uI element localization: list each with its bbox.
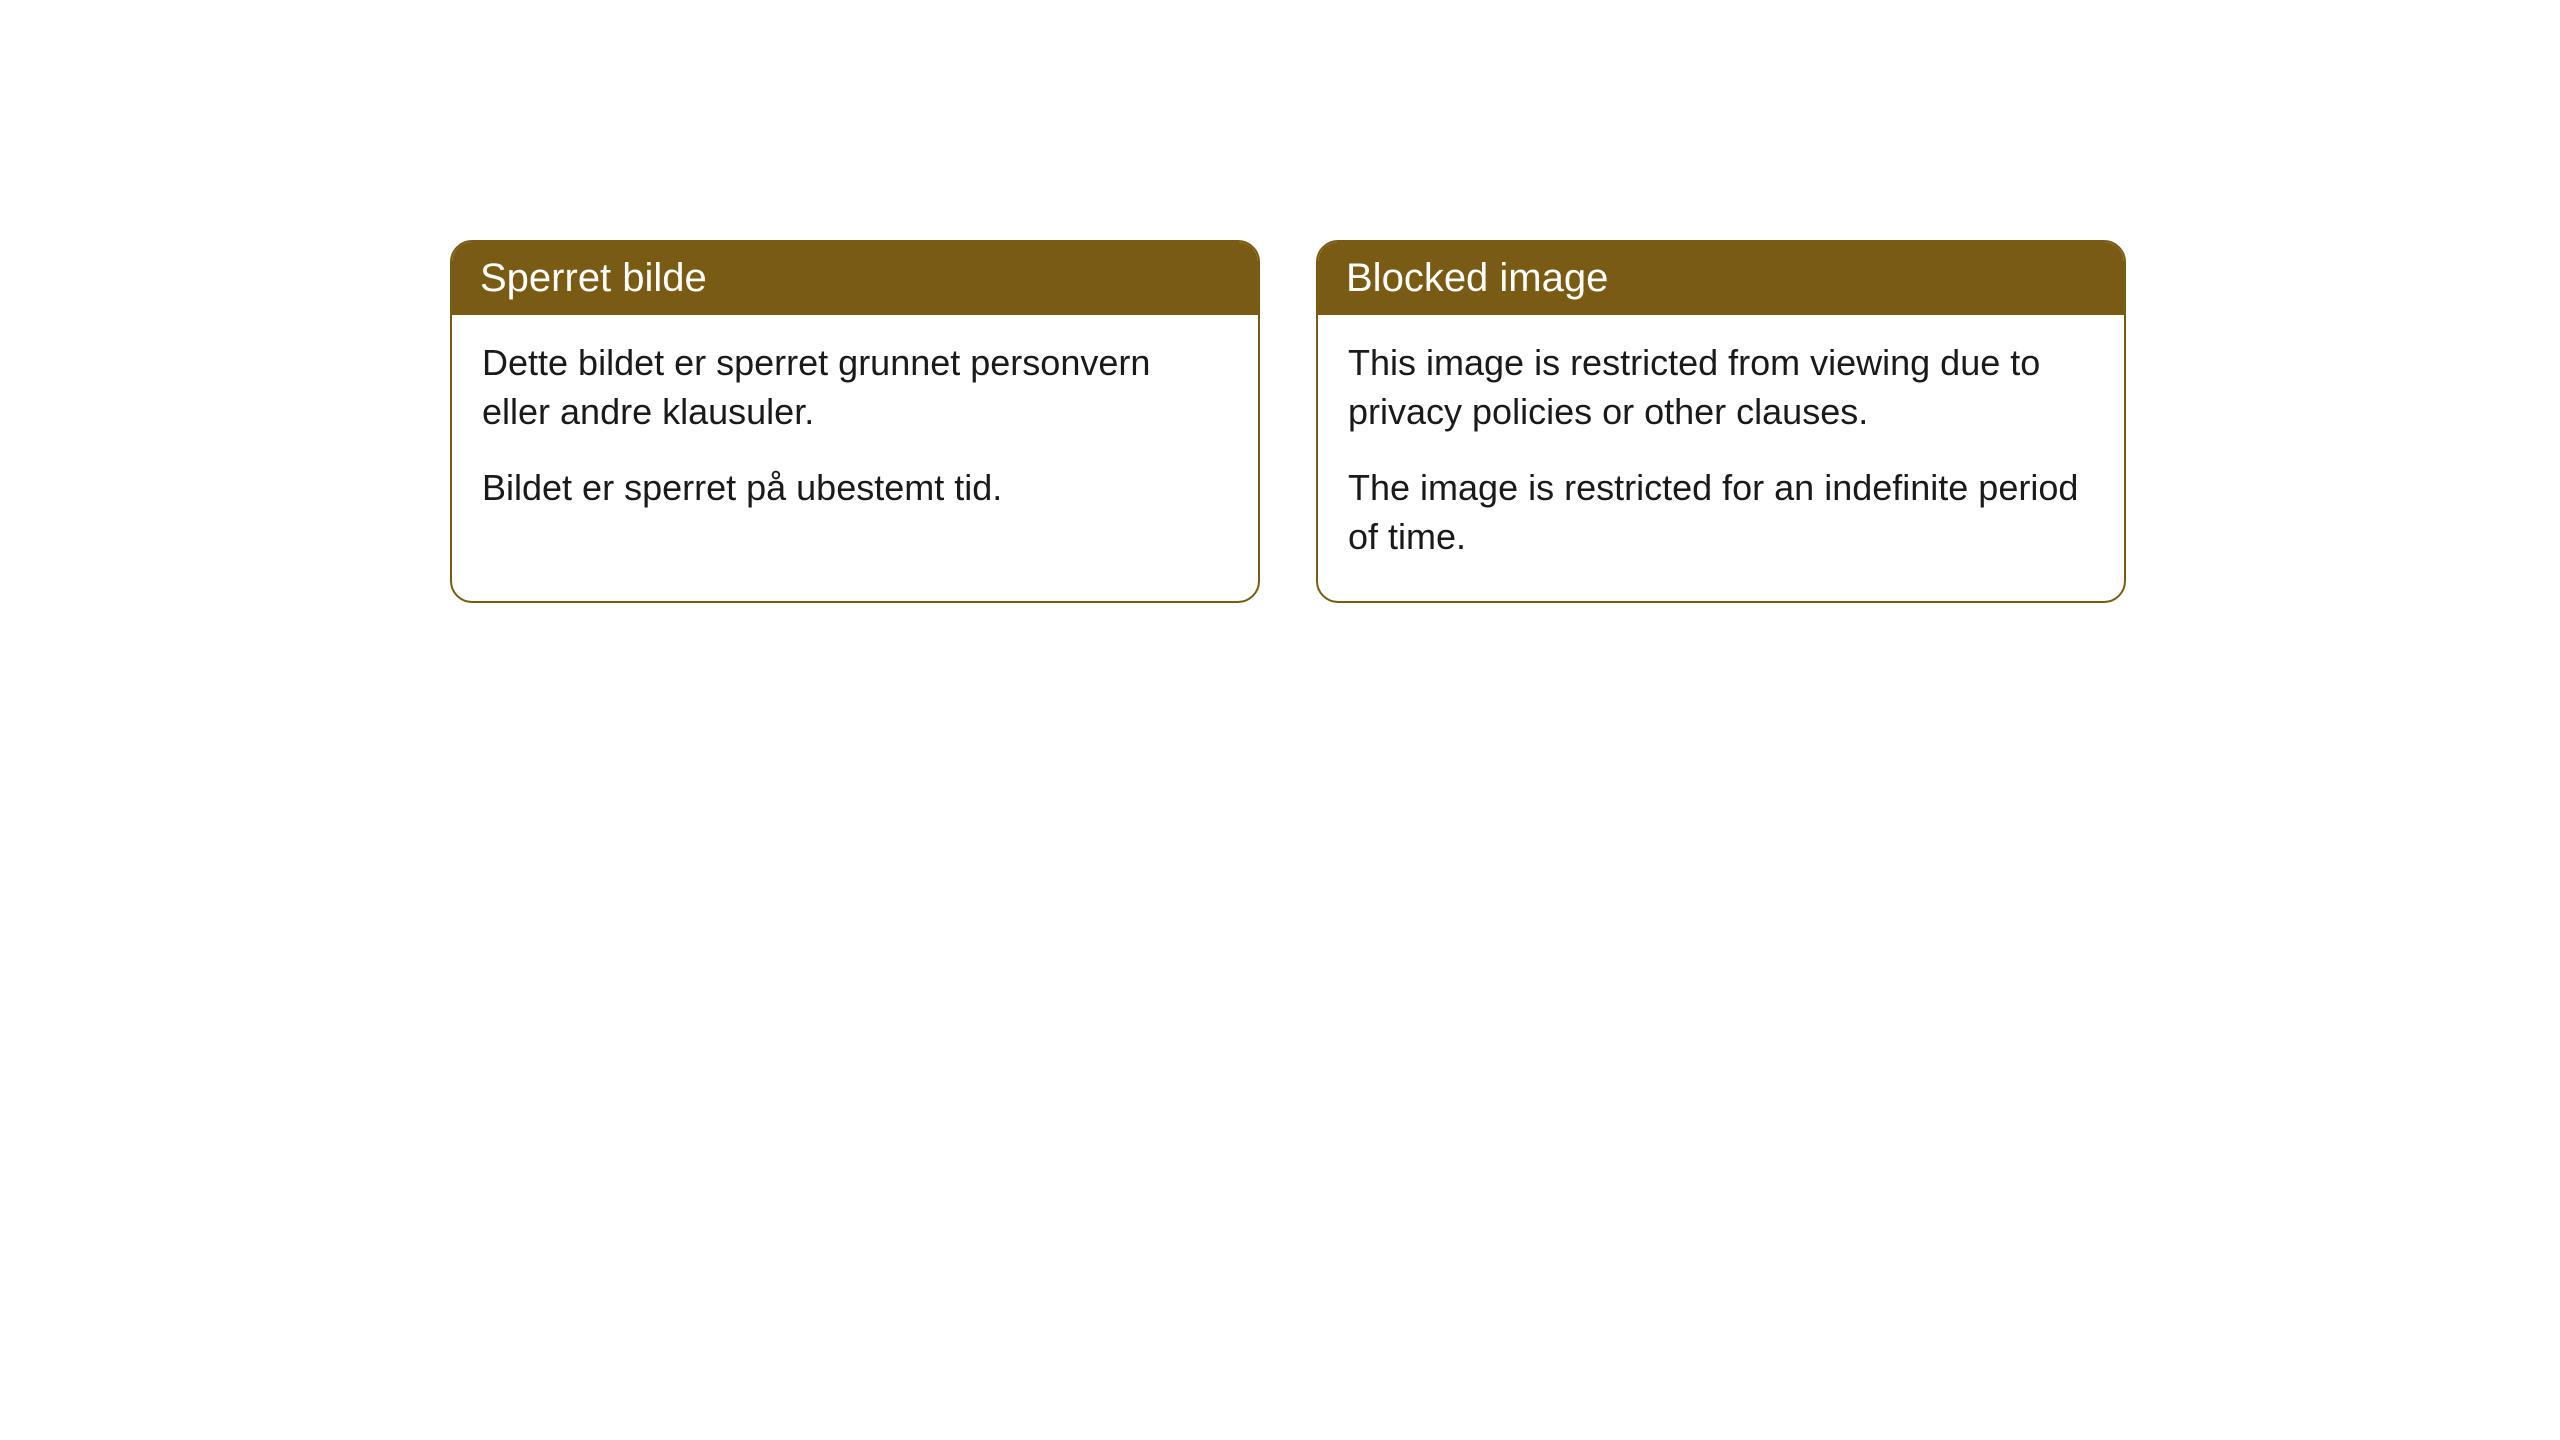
card-paragraph-en-2: The image is restricted for an indefinit…: [1348, 464, 2094, 561]
blocked-image-card-no: Sperret bilde Dette bildet er sperret gr…: [450, 240, 1260, 603]
card-header-no: Sperret bilde: [452, 242, 1258, 315]
notice-container: Sperret bilde Dette bildet er sperret gr…: [450, 240, 2126, 603]
card-paragraph-en-1: This image is restricted from viewing du…: [1348, 339, 2094, 436]
card-body-no: Dette bildet er sperret grunnet personve…: [452, 315, 1258, 553]
blocked-image-card-en: Blocked image This image is restricted f…: [1316, 240, 2126, 603]
card-paragraph-no-2: Bildet er sperret på ubestemt tid.: [482, 464, 1228, 513]
card-body-en: This image is restricted from viewing du…: [1318, 315, 2124, 601]
card-header-en: Blocked image: [1318, 242, 2124, 315]
card-paragraph-no-1: Dette bildet er sperret grunnet personve…: [482, 339, 1228, 436]
